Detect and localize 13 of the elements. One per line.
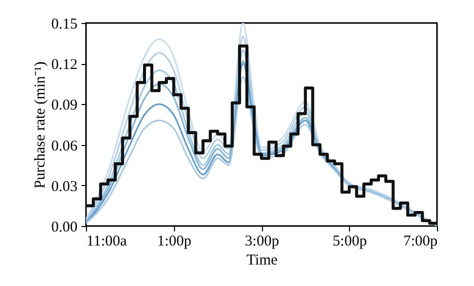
y-tick-label: 0.00: [51, 220, 78, 236]
x-tick-label: 5:00p: [332, 234, 367, 250]
y-tick-label: 0.09: [51, 98, 78, 114]
x-tick-label: 3:00p: [244, 234, 280, 250]
y-tick-label: 0.03: [51, 178, 78, 195]
y-axis-title: Purchase rate (min⁻¹): [32, 62, 48, 188]
y-tick-label: 0.06: [51, 138, 78, 154]
x-tick-label: 1:00p: [157, 234, 192, 250]
x-tick-label: 7:00p: [403, 234, 438, 250]
y-tick-label: 0.15: [51, 16, 78, 32]
x-axis-title: Time: [246, 252, 278, 268]
y-tick-label: 0.12: [51, 57, 78, 74]
x-tick-label: 11:00a: [86, 234, 128, 250]
